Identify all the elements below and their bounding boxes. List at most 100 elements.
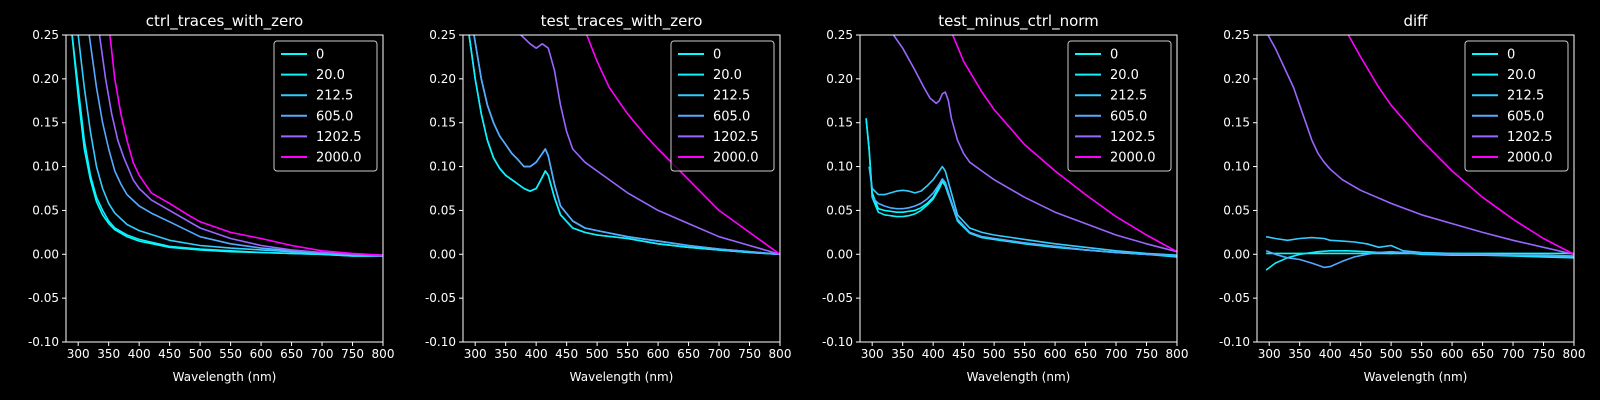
- legend-label: 1202.5: [1507, 130, 1553, 145]
- y-tick-label: 0.00: [826, 247, 853, 261]
- axes-frame: [65, 34, 384, 343]
- x-tick-label: 800: [769, 347, 792, 361]
- subplot-title: ctrl_traces_with_zero: [146, 12, 303, 31]
- legend-label: 212.5: [713, 89, 750, 104]
- y-tick-label: -0.05: [425, 291, 456, 305]
- legend-label: 20.0: [1507, 68, 1536, 83]
- y-tick-label: 0.05: [826, 203, 853, 217]
- series-line-212.5: [77, 35, 383, 256]
- subplot-title: diff: [1403, 12, 1428, 30]
- x-tick-label: 800: [1166, 347, 1189, 361]
- subplot-1: ctrl_traces_with_zero 300 350 400 450 500 550 6…: [28, 12, 395, 384]
- series-line-605.0: [473, 35, 780, 256]
- x-tick-label: 700: [311, 347, 334, 361]
- x-tick-label: 750: [1135, 347, 1158, 361]
- x-tick-label: 400: [922, 347, 945, 361]
- series-line-20.0: [865, 118, 1177, 258]
- x-tick-label: 500: [983, 347, 1006, 361]
- y-tick-label: 0.25: [1223, 28, 1250, 42]
- series-line-20.0: [71, 35, 383, 257]
- x-tick-label: 500: [189, 347, 212, 361]
- series-group: [71, 35, 383, 257]
- legend-box: [1067, 40, 1172, 172]
- x-tick-label: 350: [494, 347, 517, 361]
- y-tick-label: 0.20: [826, 72, 853, 86]
- x-tick-label: 300: [464, 347, 487, 361]
- y-tick-label: -0.10: [28, 335, 59, 349]
- x-tick-label: 650: [677, 347, 700, 361]
- series-line-2000.0: [586, 35, 780, 255]
- x-tick-label: 400: [525, 347, 548, 361]
- axes-frame: [1256, 34, 1575, 343]
- legend: 0 20.0 212.5 605.0 1202.5 2000.0: [1464, 40, 1569, 172]
- y-tick-label: 0.25: [32, 28, 59, 42]
- legend-box: [1464, 40, 1569, 172]
- legend: 0 20.0 212.5 605.0 1202.5 2000.0: [670, 40, 775, 172]
- x-tick-label: 600: [1044, 347, 1067, 361]
- x-tick-label: 350: [1288, 347, 1311, 361]
- y-tick-label: -0.10: [822, 335, 853, 349]
- legend-box: [273, 40, 378, 172]
- x-tick-label: 700: [708, 347, 731, 361]
- x-tick-label: 650: [280, 347, 303, 361]
- legend: 0 20.0 212.5 605.0 1202.5 2000.0: [1067, 40, 1172, 172]
- subplots: ctrl_traces_with_zero 300 350 400 450 500 550 6…: [28, 12, 1586, 384]
- series-group: [865, 35, 1177, 258]
- x-tick-label: 550: [616, 347, 639, 361]
- series-line-2000.0: [1347, 35, 1574, 256]
- series-group: [468, 35, 780, 256]
- y-tick-label: 0.25: [826, 28, 853, 42]
- y-tick-label: 0.20: [32, 72, 59, 86]
- legend-label: 1202.5: [713, 130, 759, 145]
- y-tick-label: 0.20: [429, 72, 456, 86]
- y-tick-label: 0.15: [429, 116, 456, 130]
- x-tick-label: 400: [128, 347, 151, 361]
- y-tick-label: -0.05: [822, 291, 853, 305]
- x-tick-label: 300: [67, 347, 90, 361]
- x-tick-label: 600: [1441, 347, 1464, 361]
- legend-label: 0: [316, 48, 324, 63]
- x-tick-label: 550: [1013, 347, 1036, 361]
- x-tick-label: 700: [1105, 347, 1128, 361]
- series-line-1202.5: [1267, 35, 1574, 256]
- subplot-title: test_minus_ctrl_norm: [938, 12, 1099, 31]
- legend-label: 605.0: [316, 109, 353, 124]
- legend-label: 0: [713, 48, 721, 63]
- y-tick-label: 0.10: [826, 160, 853, 174]
- x-tick-label: 700: [1502, 347, 1525, 361]
- legend-box: [670, 40, 775, 172]
- subplot-3: test_minus_ctrl_norm 300 350 400 450 500 550 60…: [822, 12, 1189, 384]
- subplot-title: test_traces_with_zero: [541, 12, 703, 31]
- y-tick-label: 0.10: [1223, 160, 1250, 174]
- legend-label: 2000.0: [713, 151, 759, 166]
- y-tick-label: 0.10: [429, 160, 456, 174]
- legend-label: 212.5: [316, 89, 353, 104]
- x-tick-label: 650: [1074, 347, 1097, 361]
- x-tick-label: 450: [1349, 347, 1372, 361]
- series-line-20.0: [468, 35, 780, 256]
- x-tick-label: 750: [341, 347, 364, 361]
- legend-label: 1202.5: [1110, 130, 1156, 145]
- x-tick-label: 550: [1410, 347, 1433, 361]
- y-tick-label: 0.00: [1223, 247, 1250, 261]
- x-tick-label: 650: [1471, 347, 1494, 361]
- x-axis-label: Wavelength (nm): [967, 370, 1071, 384]
- x-tick-label: 800: [372, 347, 395, 361]
- x-tick-label: 600: [250, 347, 273, 361]
- x-tick-label: 750: [738, 347, 761, 361]
- legend-label: 605.0: [1507, 109, 1544, 124]
- x-tick-label: 300: [1258, 347, 1281, 361]
- series-group: [1265, 35, 1574, 271]
- x-tick-label: 500: [1380, 347, 1403, 361]
- x-axis-label: Wavelength (nm): [570, 370, 674, 384]
- y-tick-label: -0.05: [1219, 291, 1250, 305]
- x-tick-label: 350: [97, 347, 120, 361]
- y-tick-label: 0.15: [1223, 116, 1250, 130]
- series-line-212.5: [868, 165, 1177, 256]
- x-tick-label: 600: [647, 347, 670, 361]
- legend-label: 0: [1110, 48, 1118, 63]
- series-line-1202.5: [892, 35, 1177, 253]
- legend-label: 0: [1507, 48, 1515, 63]
- series-line-1202.5: [520, 35, 780, 256]
